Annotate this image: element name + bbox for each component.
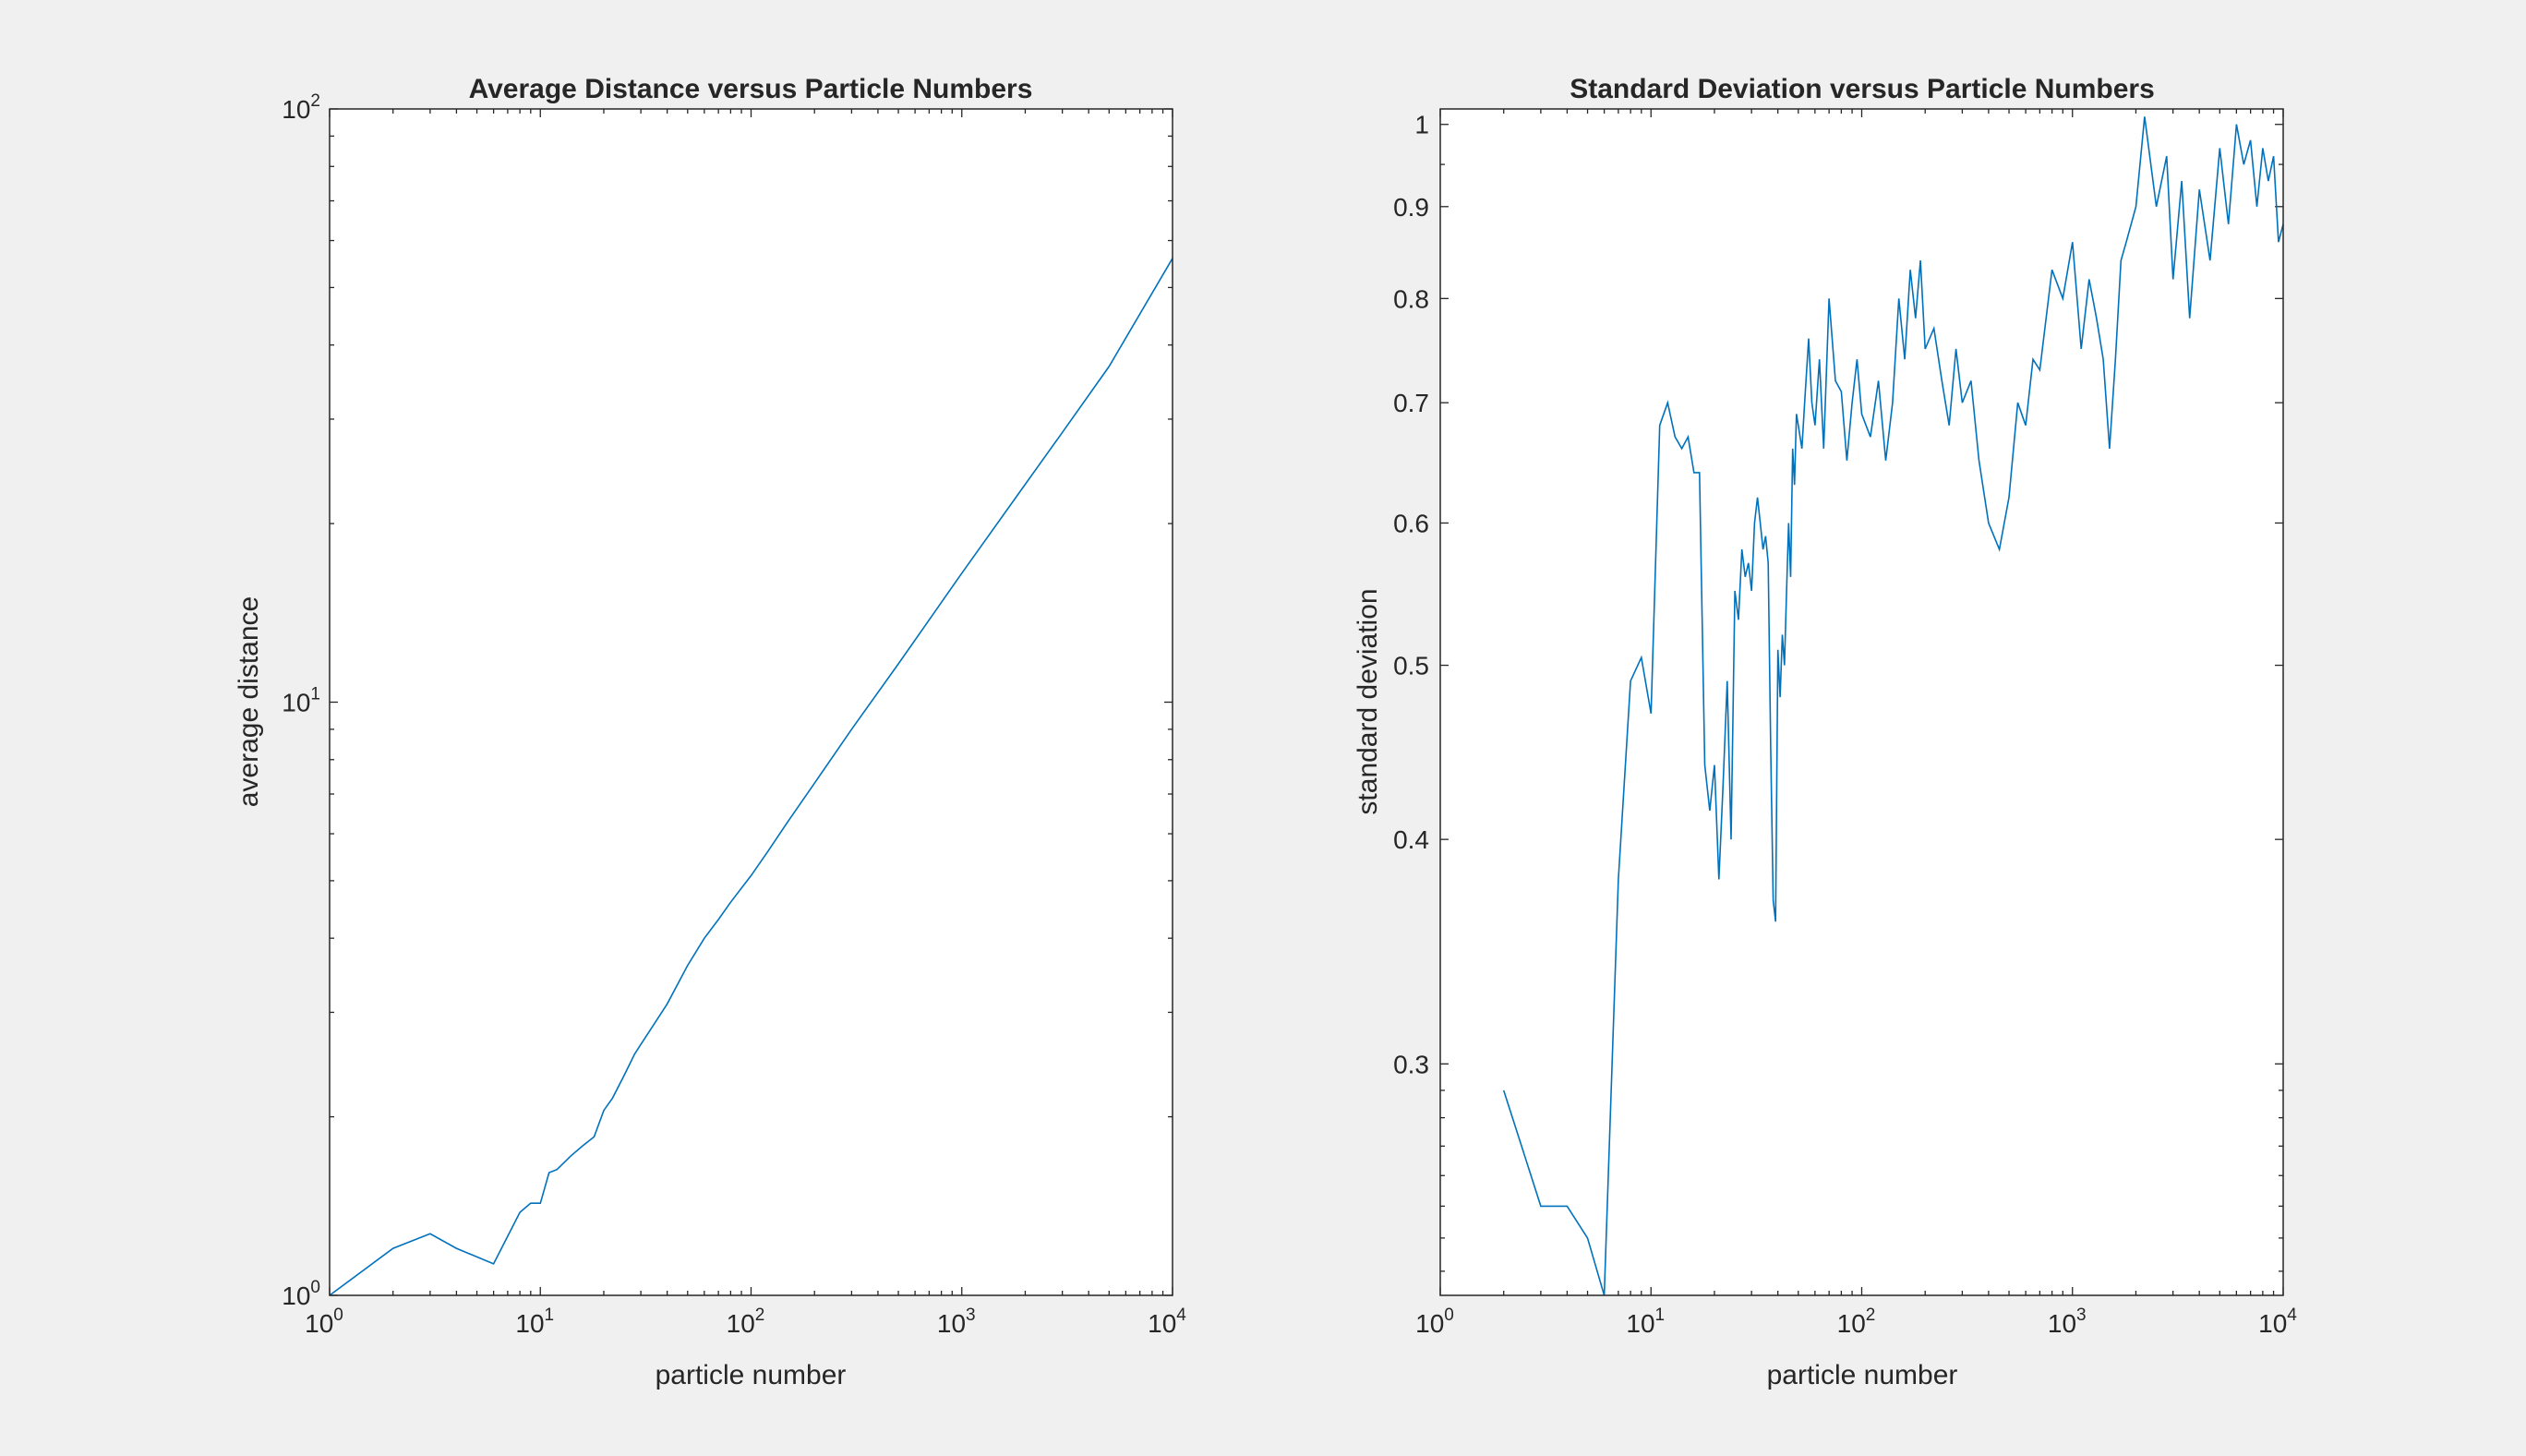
y-tick-label: 102 [282,91,320,124]
y-tick-label: 0.6 [1393,509,1429,537]
data-line [1502,116,2284,1296]
x-tick-label: 104 [2258,1306,2297,1338]
x-tick-label: 102 [1837,1306,1876,1338]
x-tick-label: 100 [305,1306,343,1338]
x-axis-label: particle number [656,1360,847,1390]
y-axis-label: average distance [234,596,264,808]
y-tick-label: 0.7 [1393,389,1429,417]
y-tick-label: 0.4 [1393,825,1429,854]
axis-tick-labels: 100 101 102 103 104 100 101 102 [282,91,1186,1338]
axis-tick-labels: 100 101 102 103 104 0.3 0.4 0.5 0.6 0.7 0.8 0.9 1 [1393,111,2297,1338]
y-tick-label: 1 [1414,111,1429,139]
x-tick-label: 104 [1148,1306,1186,1338]
y-tick-label: 100 [282,1278,320,1310]
axes-box [329,108,1173,1296]
x-tick-label: 103 [2048,1306,2087,1338]
x-tick-label: 100 [1415,1306,1454,1338]
data-line [329,258,1173,1296]
y-tick-label: 101 [282,685,320,717]
x-tick-label: 102 [727,1306,765,1338]
x-tick-label: 103 [937,1306,976,1338]
y-axis-label: standard deviation [1353,588,1383,814]
y-tick-label: 0.8 [1393,284,1429,313]
axes-box [1439,108,2284,1296]
chart-title: Average Distance versus Particle Numbers [469,74,1033,104]
x-axis-label: particle number [1767,1360,1958,1390]
chart-title: Standard Deviation versus Particle Numbe… [1570,74,2155,104]
axes-average-distance: Average Distance versus Particle Numbers… [234,74,1186,1390]
x-tick-label: 101 [515,1306,554,1338]
axes-background [1440,109,2283,1295]
axes-background [330,109,1173,1295]
y-tick-label: 0.3 [1393,1050,1429,1078]
y-tick-label: 0.5 [1393,652,1429,680]
y-tick-label: 0.9 [1393,193,1429,222]
x-tick-label: 101 [1626,1306,1665,1338]
axes-standard-deviation: Standard Deviation versus Particle Numbe… [1353,74,2297,1390]
